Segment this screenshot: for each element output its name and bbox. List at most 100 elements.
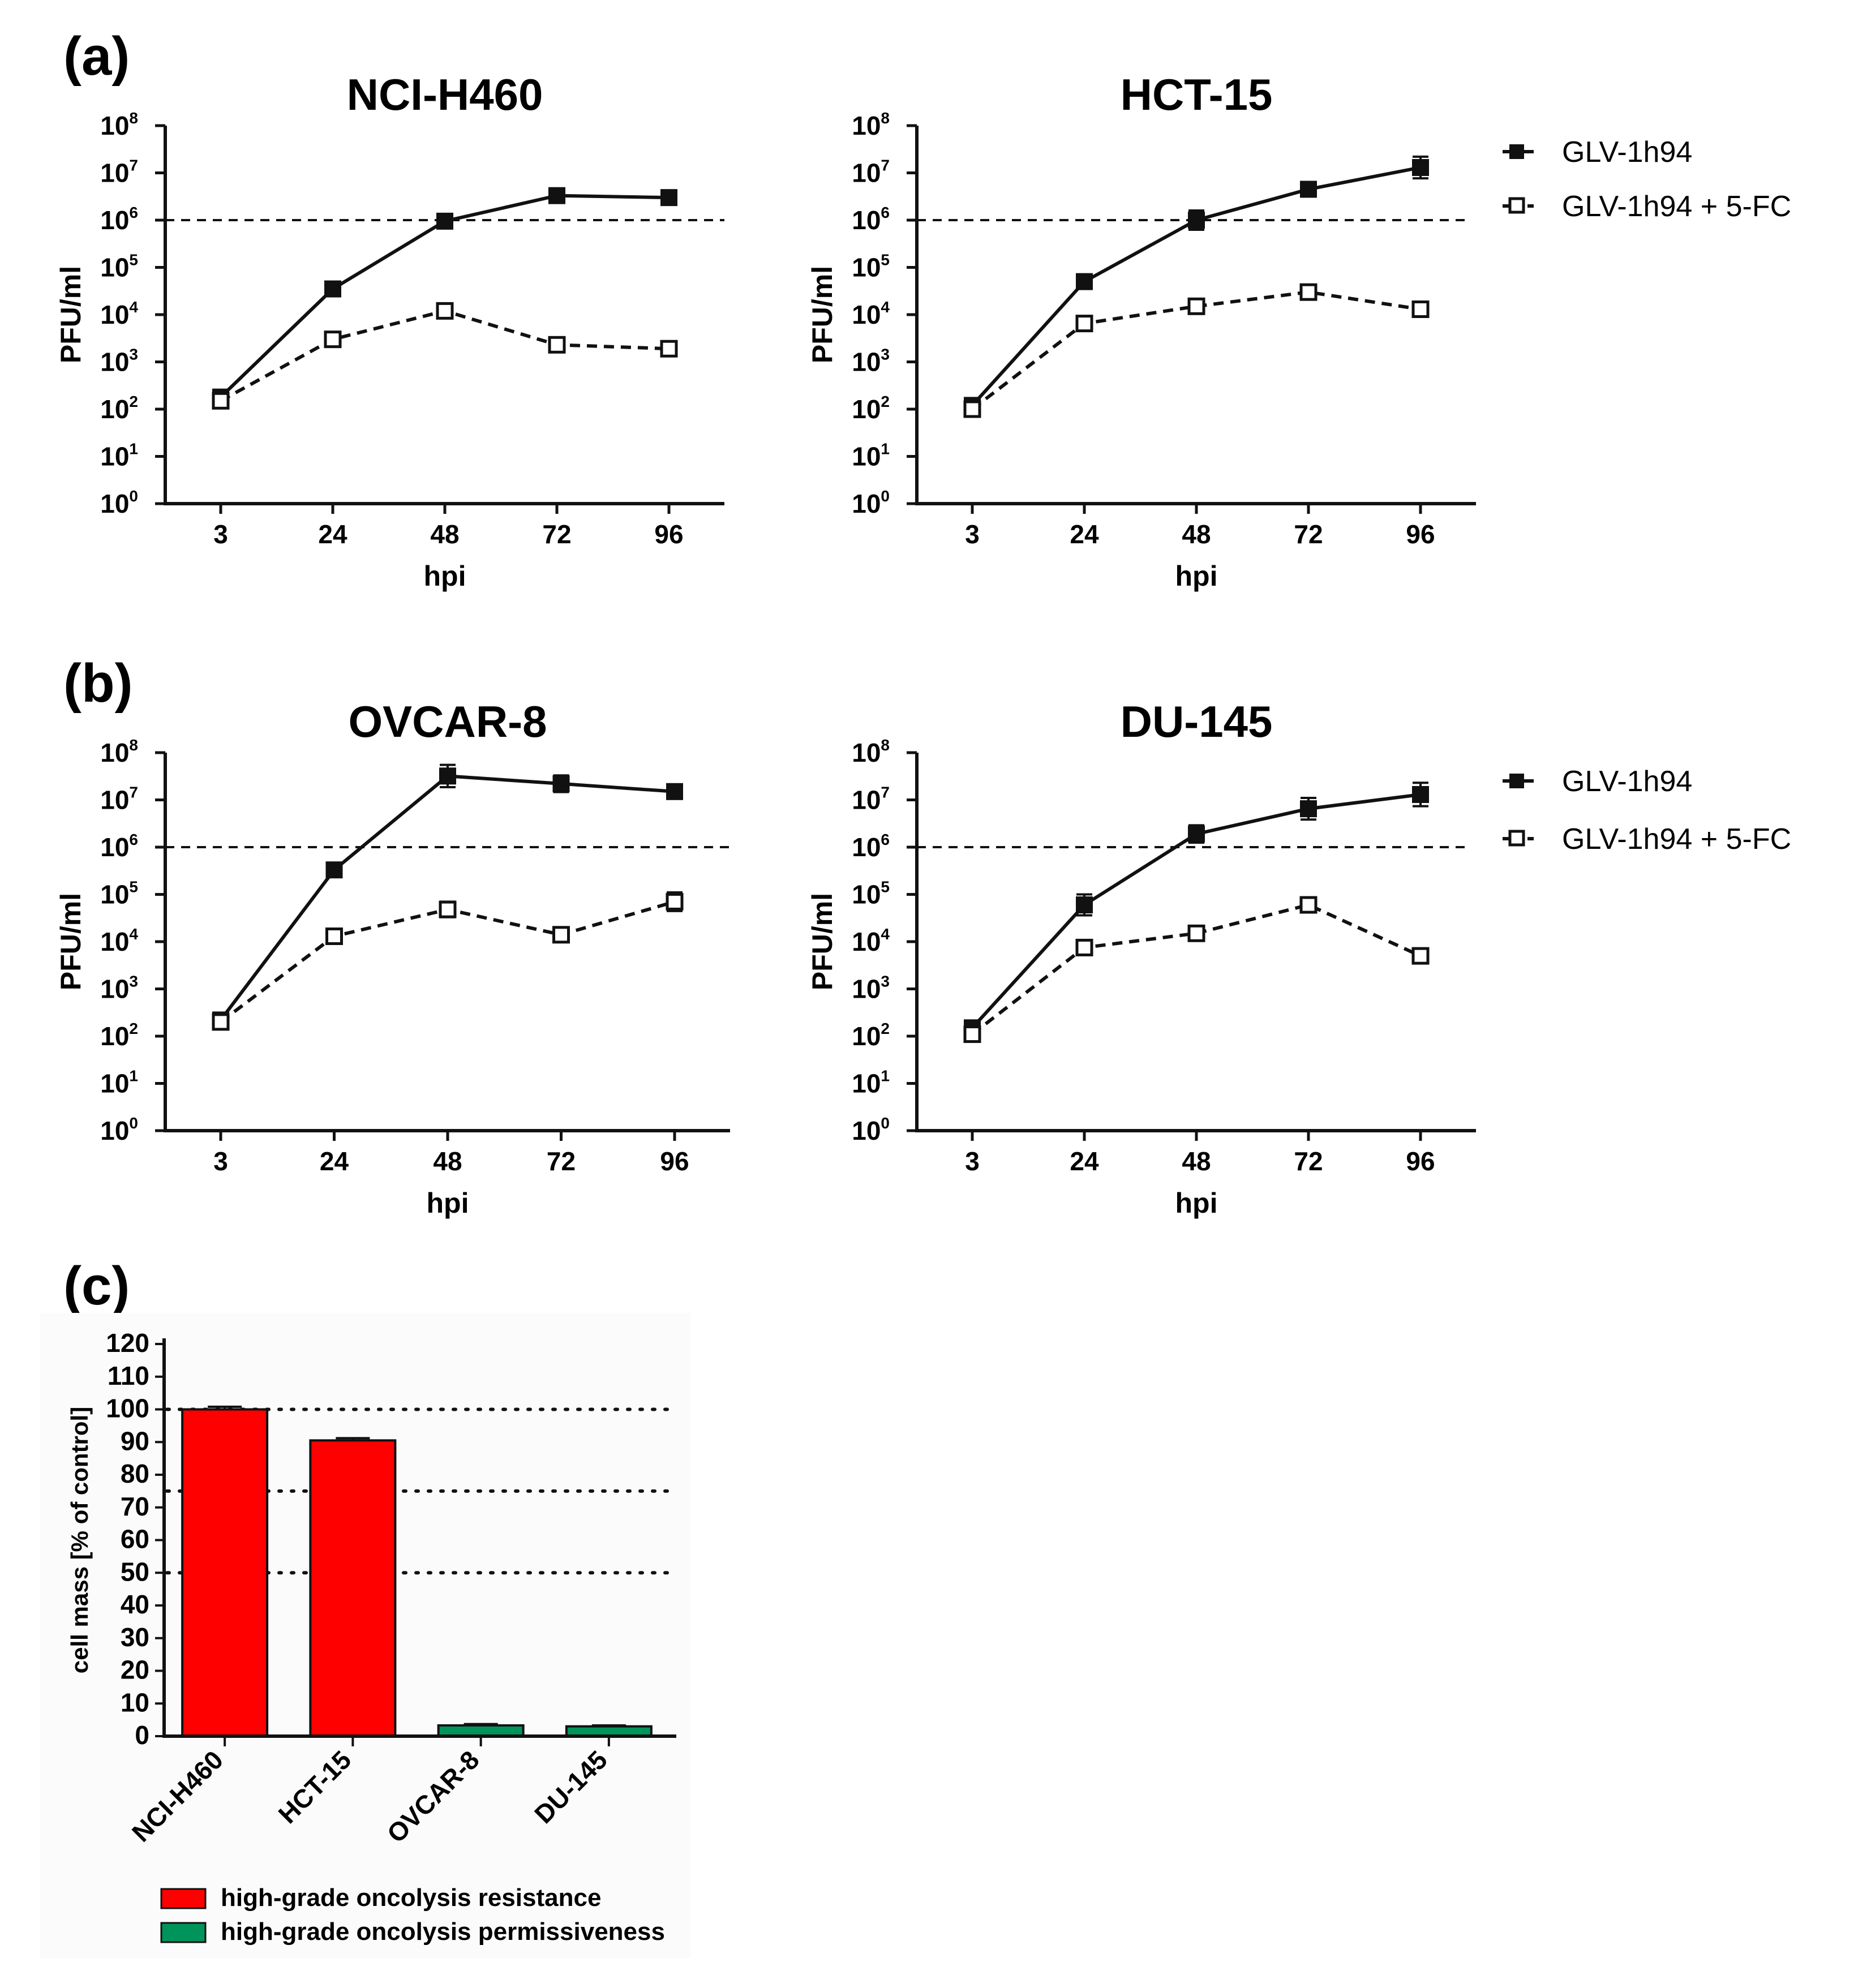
hct-15-series-1-point	[1300, 181, 1317, 198]
bar-y-tick-label-90: 90	[121, 1426, 149, 1455]
nci-h460-y-tick-label-1e3: 103	[100, 346, 138, 377]
nci-h460-series-2-point	[324, 330, 342, 349]
ovcar-8-series-2-point	[325, 927, 343, 945]
du-145-series-2-point	[1411, 947, 1430, 965]
nci-h460-series-1-point	[548, 187, 565, 204]
bar-nci-h460	[181, 1408, 269, 1737]
bar-y-tick-label-110: 110	[108, 1361, 149, 1390]
ovcar-8-title: OVCAR-8	[348, 697, 547, 746]
bar-y-tick-label-40: 40	[121, 1590, 149, 1619]
hct-15-series-2-point	[1411, 300, 1430, 318]
legend-a: GLV-1h94 GLV-1h94 + 5-FC	[1503, 136, 1791, 223]
du-145-y-axis-label: PFU/ml	[806, 893, 838, 990]
du-145-y-tick-label-1e3: 103	[852, 973, 890, 1004]
ovcar-8-series-1-point	[325, 861, 343, 879]
ovcar-8-y-tick-label-1e1: 101	[100, 1067, 138, 1098]
hct-15-x-tick-label-3: 3	[965, 519, 980, 549]
ovcar-8-series-2-point	[666, 892, 684, 911]
nci-h460-y-tick-label-1e2: 102	[100, 393, 138, 424]
hct-15-x-tick-label-72: 72	[1294, 519, 1323, 549]
nci-h460-series-2-point	[436, 302, 454, 320]
ovcar-8-y-tick-label-1e4: 104	[100, 925, 138, 956]
legend-b-label-series-2: GLV-1h94 + 5-FC	[1562, 823, 1791, 856]
hct-15-series-2-point	[963, 400, 981, 418]
du-145-series-1-point	[1412, 785, 1429, 803]
nci-h460-y-tick-label-1e1: 101	[100, 440, 138, 471]
ovcar-8-y-tick-label-1e2: 102	[100, 1020, 138, 1051]
bar-hct-15	[309, 1439, 397, 1738]
ovcar-8-y-tick-label-1e8: 108	[100, 736, 138, 767]
bar-legend-label-resistance: high-grade oncolysis resistance	[221, 1884, 601, 1912]
ovcar-8-y-tick-label-1e5: 105	[100, 878, 138, 909]
bar-y-tick-label-100: 100	[106, 1394, 149, 1423]
du-145-y-tick-label-1e7: 107	[852, 784, 890, 815]
nci-h460-series-1-point	[660, 189, 677, 207]
nci-h460-series-2-point	[212, 392, 230, 410]
ovcar-8-y-tick-label-1e6: 106	[100, 831, 138, 862]
ovcar-8-series-1-point	[666, 783, 683, 800]
hct-15-x-tick-label-96: 96	[1406, 519, 1435, 549]
ovcar-8-x-tick-label-48: 48	[433, 1147, 462, 1176]
ovcar-8-series-1-point	[552, 775, 570, 792]
du-145-series-1-point	[1300, 800, 1317, 818]
du-145-x-axis-label: hpi	[1175, 1187, 1218, 1219]
ovcar-8-y-tick-label-1e0: 100	[100, 1114, 138, 1145]
bar-legend: high-grade oncolysis resistance high-gra…	[160, 1884, 665, 1946]
panel-label-c: (c)	[63, 1256, 130, 1316]
du-145-x-tick-label-96: 96	[1406, 1147, 1435, 1176]
hct-15-y-tick-label-1e4: 104	[852, 298, 890, 329]
panel-label-a: (a)	[63, 26, 130, 87]
bar-legend-swatch-permissiveness	[160, 1922, 207, 1943]
du-145-x-tick-label-72: 72	[1294, 1147, 1323, 1176]
hct-15-y-tick-label-1e2: 102	[852, 393, 890, 424]
du-145-series-2-point	[1075, 938, 1093, 956]
ovcar-8-y-tick-label-1e3: 103	[100, 973, 138, 1004]
ovcar-8-x-tick-label-24: 24	[320, 1147, 349, 1176]
nci-h460-y-tick-label-1e4: 104	[100, 298, 138, 329]
hct-15-series-2-point	[1075, 315, 1093, 333]
hct-15-y-axis-label: PFU/ml	[806, 266, 838, 363]
hct-15-y-tick-label-1e8: 108	[852, 109, 890, 140]
hct-15-y-tick-label-1e0: 100	[852, 487, 890, 518]
hct-15-y-tick-label-1e5: 105	[852, 251, 890, 282]
hct-15-series-2-point	[1299, 283, 1318, 301]
bar-y-tick-label-0: 0	[135, 1720, 149, 1750]
du-145-series-1-point	[1076, 896, 1093, 914]
bar-y-tick-label-30: 30	[121, 1622, 149, 1652]
hct-15-y-tick-label-1e6: 106	[852, 204, 890, 235]
du-145-y-tick-label-1e2: 102	[852, 1020, 890, 1051]
nci-h460-x-tick-label-3: 3	[213, 519, 228, 549]
nci-h460-x-tick-label-24: 24	[318, 519, 347, 549]
legend-b-marker-filled-square	[1509, 774, 1524, 788]
du-145-series-2-point	[1187, 924, 1205, 942]
du-145-y-tick-label-1e4: 104	[852, 925, 890, 956]
ovcar-8-series-1-point	[439, 767, 456, 785]
du-145-y-tick-label-1e8: 108	[852, 736, 890, 767]
nci-h460-title: NCI-H460	[347, 70, 543, 119]
nci-h460-series-2-point	[548, 336, 566, 354]
nci-h460-series-1-point	[436, 212, 453, 230]
du-145-series-2-point	[963, 1025, 981, 1044]
hct-15-series-1-point	[1188, 212, 1205, 229]
nci-h460-y-tick-label-1e0: 100	[100, 487, 138, 518]
bar-y-tick-label-20: 20	[121, 1655, 149, 1685]
ovcar-8-y-axis-label: PFU/ml	[55, 893, 87, 990]
nci-h460-y-tick-label-1e5: 105	[100, 251, 138, 282]
nci-h460-y-tick-label-1e8: 108	[100, 109, 138, 140]
legend-b-label-series-1: GLV-1h94	[1562, 765, 1692, 798]
legend-a-label-series-2: GLV-1h94 + 5-FC	[1562, 190, 1791, 223]
hct-15-series-2-point	[1187, 297, 1205, 315]
bar-y-tick-label-120: 120	[106, 1328, 149, 1358]
legend-b-marker-open-square	[1508, 830, 1525, 847]
nci-h460-y-tick-label-1e6: 106	[100, 204, 138, 235]
du-145-y-tick-label-1e0: 100	[852, 1114, 890, 1145]
hct-15-y-tick-label-1e1: 101	[852, 440, 890, 471]
du-145-series-2-line	[971, 903, 1422, 1036]
ovcar-8-y-tick-label-1e7: 107	[100, 784, 138, 815]
du-145-y-tick-label-1e1: 101	[852, 1067, 890, 1098]
nci-h460-y-tick-label-1e7: 107	[100, 157, 138, 188]
ovcar-8-series-2-point	[552, 926, 570, 944]
nci-h460-x-tick-label-48: 48	[430, 519, 459, 549]
hct-15-y-tick-label-1e3: 103	[852, 346, 890, 377]
hct-15-x-tick-label-48: 48	[1182, 519, 1211, 549]
